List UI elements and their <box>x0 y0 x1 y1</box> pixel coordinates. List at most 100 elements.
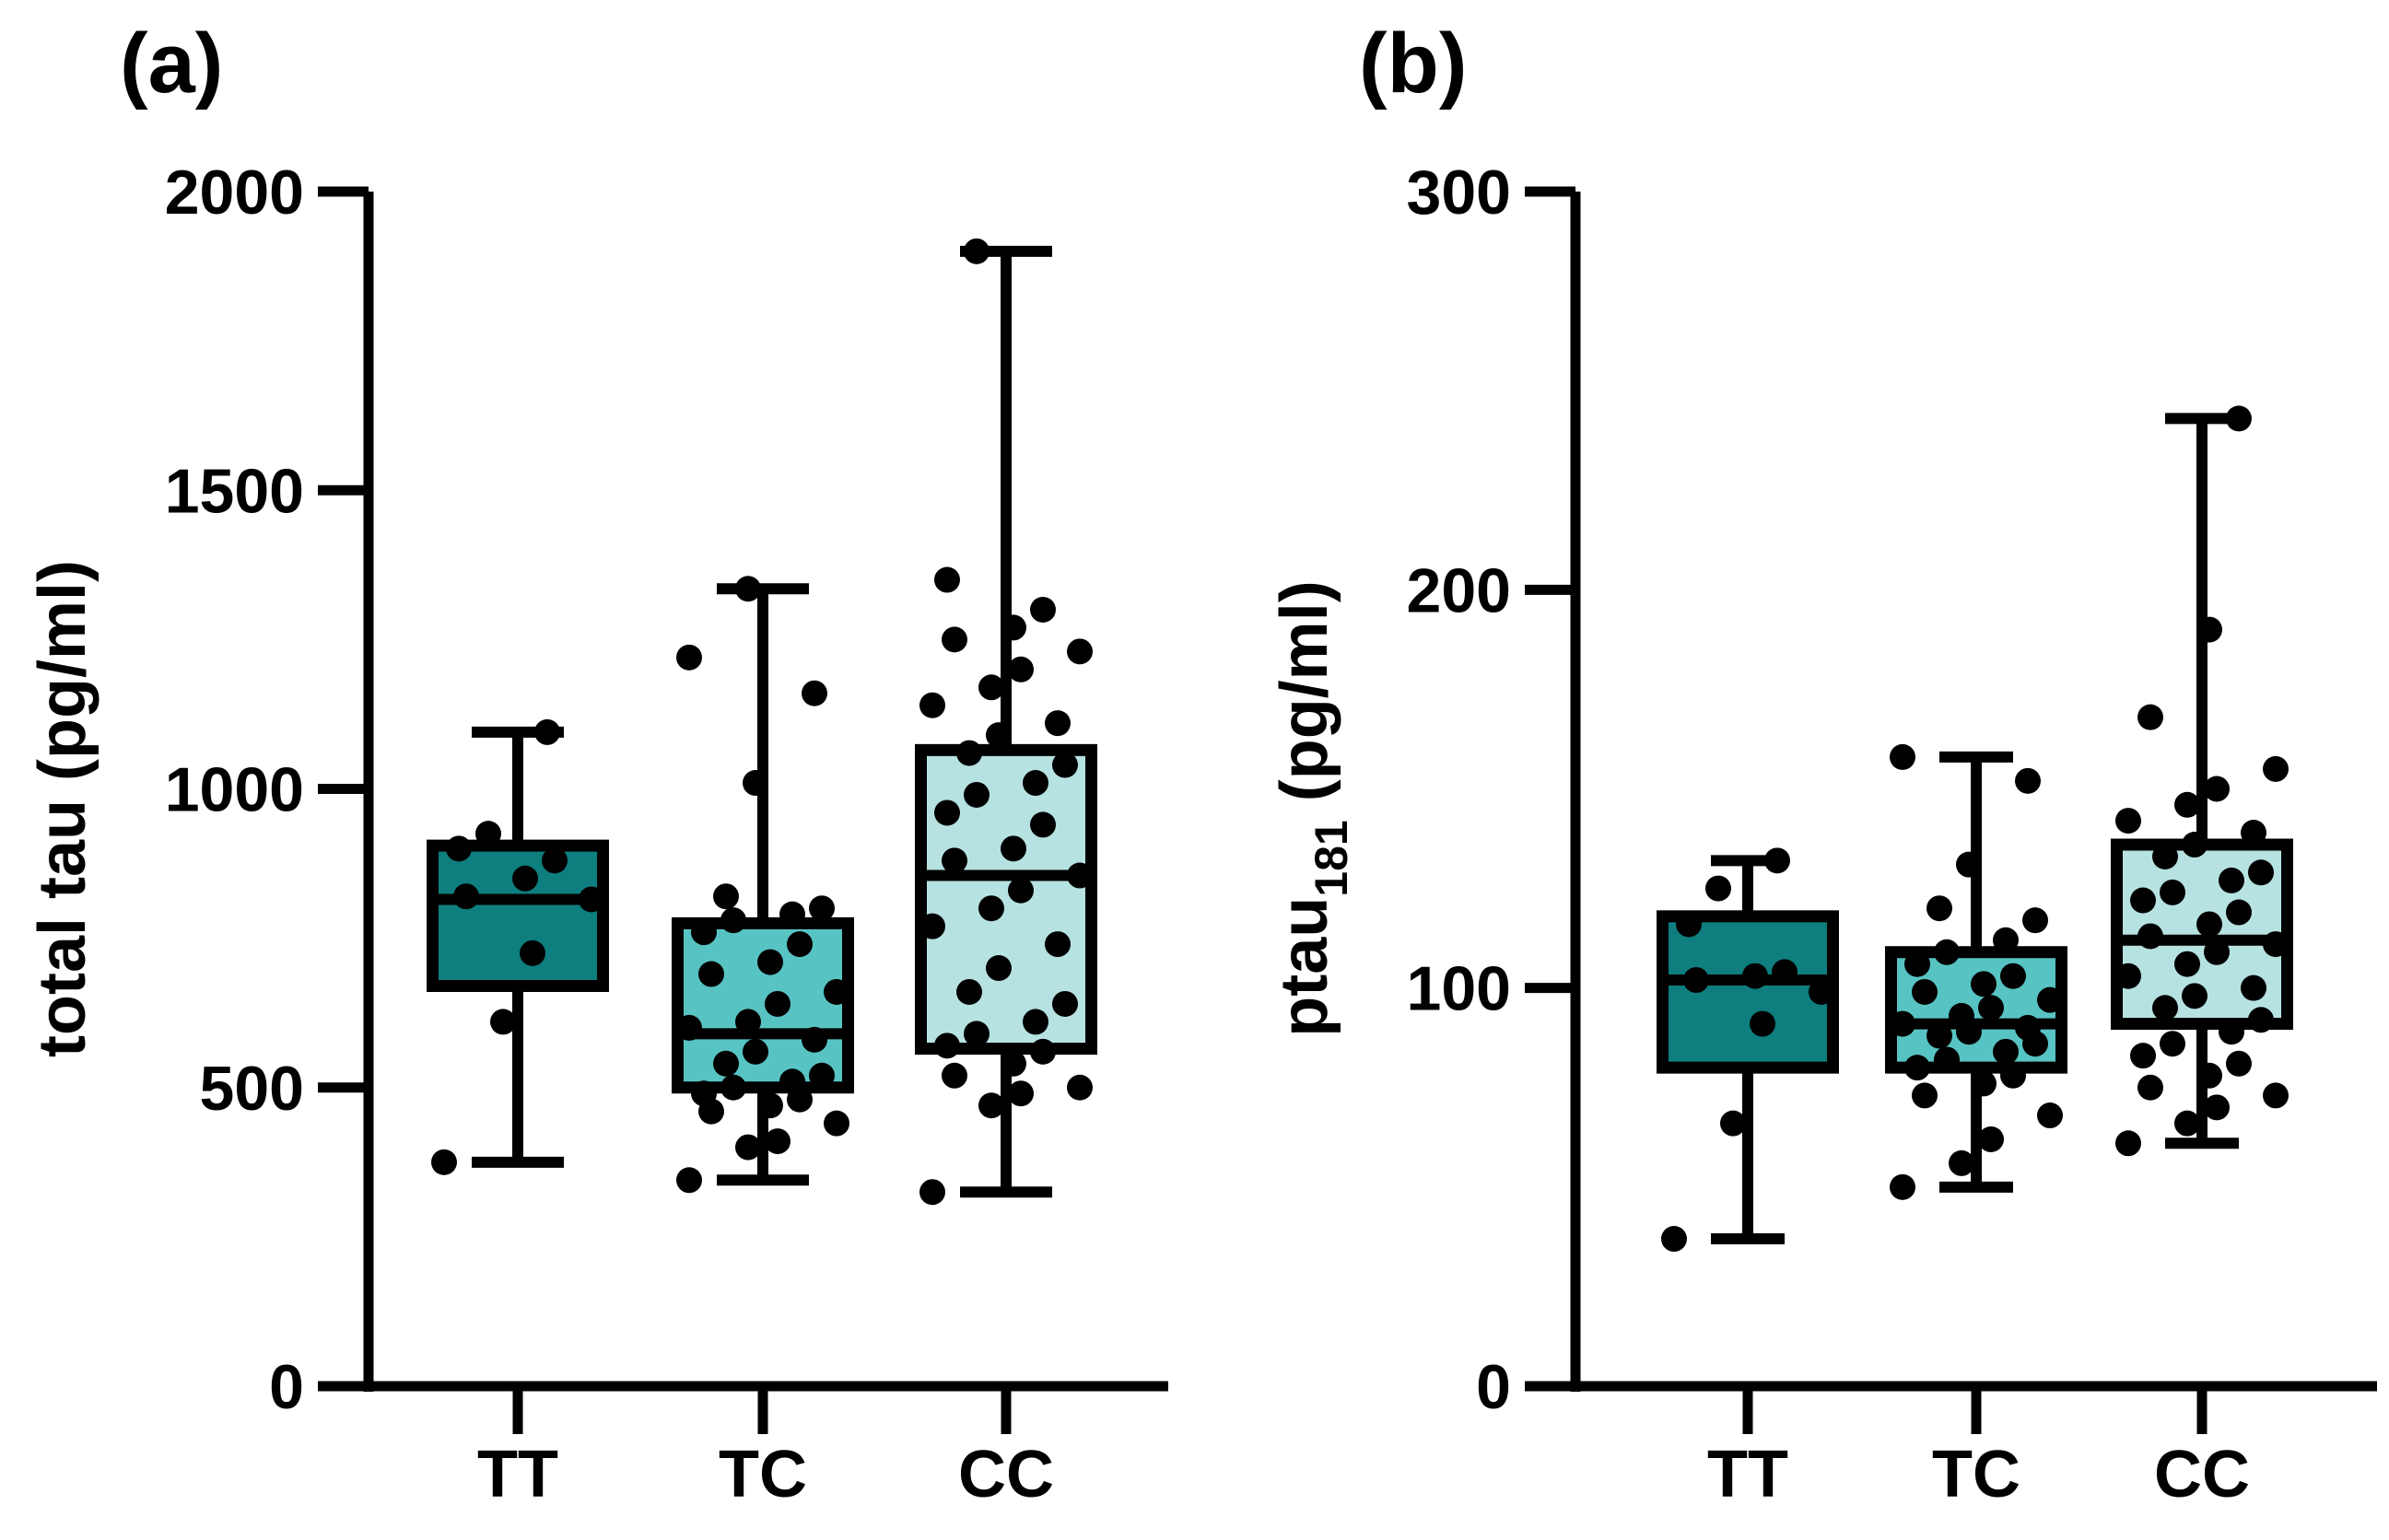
panel-b-data-point-tc <box>1978 1126 2004 1152</box>
panel-a-data-point-tc <box>809 1062 835 1089</box>
panel-b-data-point-tt <box>1720 1110 1746 1137</box>
panel-b-data-point-cc <box>2226 405 2252 432</box>
panel-b-data-point-tt <box>1742 962 1768 989</box>
panel-b-y-axis-title-subscript: 181 <box>1306 820 1357 896</box>
panel-b-data-point-cc <box>2115 808 2141 834</box>
panel-a-data-point-tc <box>779 901 805 928</box>
panel-a-data-point-tc <box>824 1110 849 1137</box>
panel-a-category-label-cc: CC <box>958 1438 1054 1511</box>
panel-a-data-point-cc <box>1030 596 1056 623</box>
panel-a-data-point-tc <box>691 1080 717 1107</box>
panel-a-data-point-cc <box>986 955 1012 982</box>
panel-a-data-point-cc <box>956 740 982 766</box>
panel-b-data-point-tc <box>2000 1062 2026 1089</box>
panel-b-data-point-cc <box>2174 951 2200 977</box>
panel-a-data-point-tt <box>542 847 568 874</box>
panel-b-data-point-tt <box>1683 967 1709 994</box>
panel-a-data-point-tc <box>824 978 849 1005</box>
panel-b-data-point-cc <box>2263 931 2289 958</box>
panel-a-data-point-cc <box>942 626 967 653</box>
panel-b-data-point-tc <box>2037 1102 2063 1129</box>
panel-b-data-point-tc <box>1904 1055 1930 1081</box>
panel-a-data-point-cc <box>1045 931 1071 958</box>
panel-b-data-point-cc <box>2115 962 2141 989</box>
panel-a-data-point-tc <box>713 1050 739 1077</box>
panel-a-data-point-tc <box>802 680 827 706</box>
panel-a-data-point-cc <box>964 781 990 808</box>
panel-a-data-point-cc <box>1067 1074 1093 1101</box>
panel-b-data-point-tc <box>1904 951 1930 977</box>
panel-a-y-tick-label: 500 <box>200 1054 304 1124</box>
panel-b-data-point-tt <box>1705 875 1731 902</box>
panel-b-data-point-cc <box>2137 923 2163 950</box>
panel-a-data-point-cc <box>1001 835 1026 862</box>
panel-b-data-point-cc <box>2182 983 2207 1009</box>
panel-b-data-point-tt <box>1661 1226 1687 1253</box>
panel-b-data-point-tc <box>1912 978 1938 1005</box>
panel-b-data-point-cc <box>2226 899 2252 926</box>
panel-a-data-point-cc <box>964 238 990 264</box>
panel-b-y-tick-label: 100 <box>1407 954 1511 1024</box>
panel-a-data-point-tt <box>475 821 501 847</box>
panel-b-data-point-cc <box>2241 820 2266 846</box>
panel-a-data-point-cc <box>1008 1080 1034 1107</box>
panel-a-data-point-cc <box>1052 752 1078 778</box>
panel-a-data-point-tc <box>757 1092 783 1119</box>
panel-a-data-point-cc <box>919 1179 945 1206</box>
panel-b-data-point-tt <box>1676 911 1702 938</box>
panel-a-data-point-cc <box>934 799 960 826</box>
panel-a-data-point-cc <box>1001 614 1026 641</box>
panel-b-data-point-cc <box>2204 939 2230 965</box>
panel-b-label: (b) <box>1359 17 1467 111</box>
panel-a-data-point-cc <box>1008 877 1034 904</box>
panel-a-data-point-tt <box>490 1009 516 1035</box>
panel-b-data-point-cc <box>2130 1043 2156 1069</box>
panel-a-y-tick-label: 1500 <box>165 456 304 526</box>
panel-b-data-point-tc <box>1949 1002 1974 1029</box>
panel-a-data-point-cc <box>1008 656 1034 682</box>
panel-b-data-point-tc <box>1993 927 2019 953</box>
panel-a-data-point-cc <box>934 1032 960 1059</box>
panel-a-data-point-cc <box>934 566 960 593</box>
panel-a-data-point-tc <box>720 907 746 934</box>
panel-b-data-point-cc <box>2130 887 2156 914</box>
panel-a-data-point-tt <box>579 886 604 913</box>
panel-b-data-point-tc <box>1971 1070 1997 1097</box>
panel-b-data-point-cc <box>2196 911 2222 938</box>
panel-a-box-tc <box>672 916 854 1094</box>
panel-a-data-point-cc <box>978 895 1004 922</box>
panel-b-data-point-cc <box>2226 1050 2252 1077</box>
panel-b-data-point-tt <box>1772 959 1798 986</box>
panel-a-data-point-cc <box>1030 811 1056 838</box>
panel-b-data-point-cc <box>2160 879 2185 905</box>
panel-b-data-point-tc <box>1890 1010 1915 1037</box>
panel-b-data-point-cc <box>2174 1110 2200 1137</box>
panel-a-box-tt <box>427 839 609 993</box>
panel-a-data-point-cc <box>1030 1038 1056 1065</box>
panel-a-data-point-cc <box>1023 770 1048 797</box>
panel-a-data-point-tc <box>735 1009 761 1035</box>
panel-a-data-point-tc <box>779 1068 805 1095</box>
panel-a-data-point-cc <box>978 1092 1004 1119</box>
panel-b-data-point-cc <box>2174 791 2200 818</box>
panel-a-data-point-cc <box>942 847 967 874</box>
panel-a-data-point-cc <box>986 722 1012 749</box>
panel-a-data-point-tc <box>676 1014 702 1041</box>
panel-b-data-point-tc <box>1912 1082 1938 1109</box>
panel-a-y-tick-label: 1000 <box>165 755 304 825</box>
panel-b-data-point-cc <box>2137 1074 2163 1101</box>
panel-a-data-point-cc <box>1045 710 1071 737</box>
panel-a-data-point-tt <box>453 883 479 910</box>
panel-b-data-point-tc <box>1926 895 1952 922</box>
panel-b-data-point-tc <box>1934 1046 1960 1073</box>
panel-a-data-point-tc <box>802 1026 827 1053</box>
panel-a-data-point-cc <box>964 1021 990 1047</box>
panel-a-y-tick-label: 2000 <box>165 158 304 228</box>
panel-b-data-point-tc <box>2037 986 2063 1013</box>
panel-a-category-label-tc: TC <box>719 1438 807 1511</box>
panel-a-data-point-cc <box>942 1062 967 1089</box>
panel-b-data-point-cc <box>2160 1031 2185 1057</box>
panel-b-data-point-tc <box>1926 1022 1952 1049</box>
panel-b: (b) ptau181 (pg/ml) 0 100 200 300 TT TC CC <box>1268 17 2377 1511</box>
panel-b-data-point-cc <box>2204 776 2230 802</box>
